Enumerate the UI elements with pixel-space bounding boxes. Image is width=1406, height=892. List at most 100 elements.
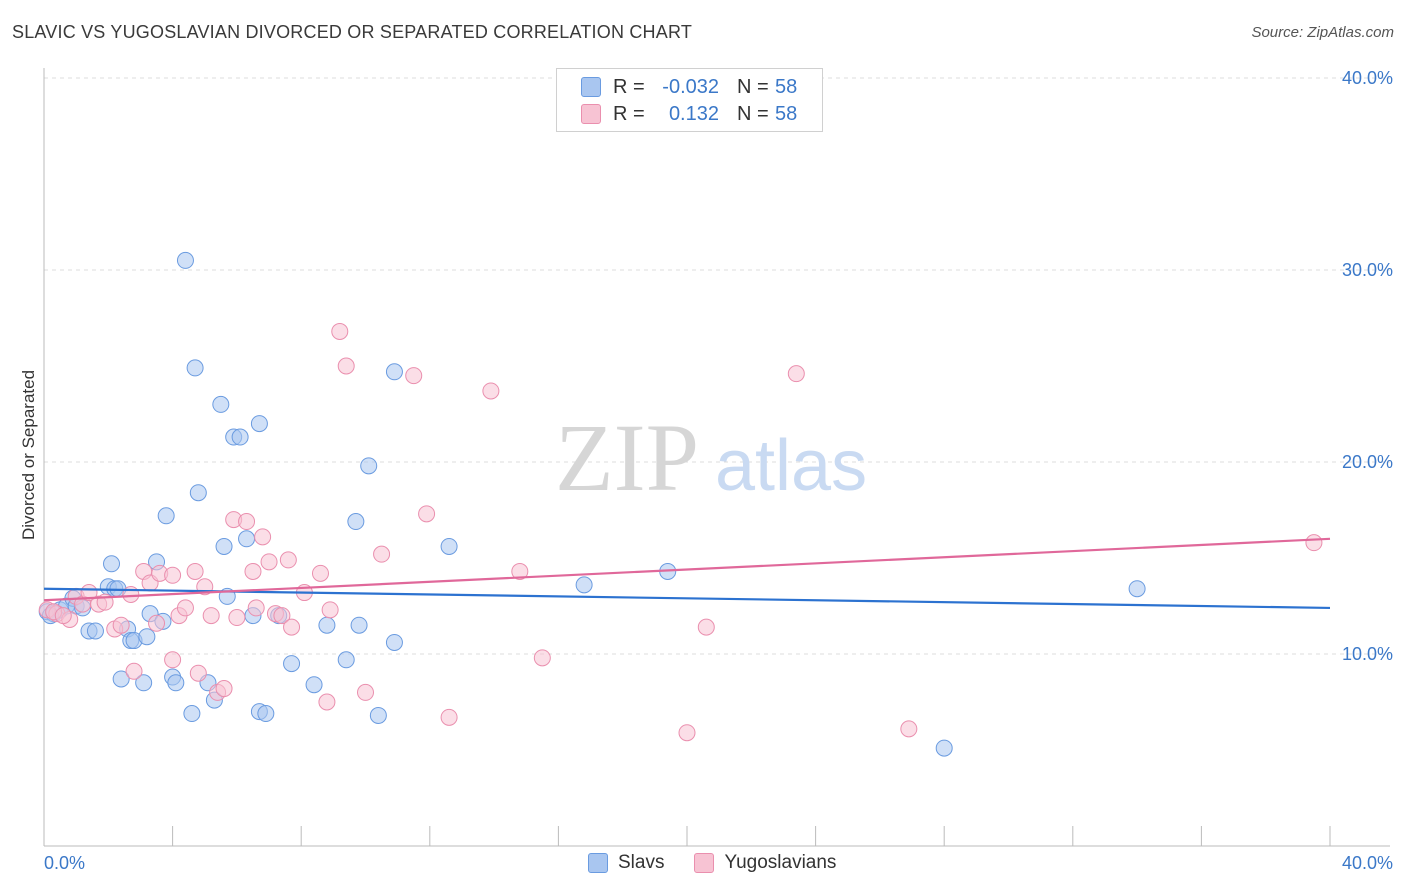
yugoslavians-point [244,562,262,580]
slavs-point [369,706,387,724]
x-tick-label: 0.0% [44,853,85,873]
yugoslavians-point [186,562,204,580]
yugoslavians-trend-line [43,537,1331,602]
yugoslavians-point [54,607,72,625]
legend-item-yugoslavians: Yugoslavians [694,852,836,874]
yugoslavians-point [125,662,143,680]
y-tick-label: 20.0% [1342,452,1393,472]
tick-labels: 10.0% 20.0% 30.0% 40.0% 0.0% 40.0% [44,68,1393,873]
slavs-point [350,616,368,634]
yugoslavians-point [260,553,278,571]
yugoslavians-point [189,664,207,682]
yugoslavians-point [405,367,423,385]
slavs-point [385,363,403,381]
r-value: 0.132 [668,102,719,125]
slavs-point [167,674,185,692]
yugoslavians-point [1305,534,1323,552]
yugoslavians-point [112,616,130,634]
slavs-trend-line [43,587,1331,610]
slavs-point [135,674,153,692]
correlation-legend: R = -0.032 N = 58 R = 0.132 N = 58 [556,68,823,132]
yugoslavians-point [357,683,374,701]
yugoslavians-point [279,551,297,569]
slavs-point [347,513,365,531]
yugoslavians-point [311,564,329,582]
slavs-point [250,415,268,433]
n-label: N = [737,102,769,125]
yugoslavians-point [787,365,805,383]
yugoslavians-point [164,566,182,584]
series-legend: Slavs Yugoslavians [588,852,866,874]
y-tick-label: 30.0% [1342,260,1393,280]
yugoslavians-point [321,601,339,619]
yugoslavians-point [215,680,233,698]
yugoslavians-point [283,618,301,636]
y-axis-title: Divorced or Separated [19,370,38,540]
legend-row-slavs: R = -0.032 N = 58 [581,74,797,100]
legend-item-slavs: Slavs [588,852,664,874]
slavs-point [183,705,201,723]
r-label: R = [613,102,645,125]
data-points [38,251,1323,757]
yugoslavians-point [337,357,355,375]
y-tick-label: 40.0% [1342,68,1393,88]
slavs-point [212,395,230,413]
slavs-point [337,651,355,669]
slavs-point [575,576,593,594]
yugoslavians-point [318,693,336,711]
y-tick-label: 10.0% [1342,644,1393,664]
yugoslavians-point [900,720,918,738]
yugoslavians-point [533,649,551,667]
yugoslavians-point [678,724,696,742]
yugoslavians-point [440,708,458,726]
r-label: R = [613,75,645,98]
chart-title: SLAVIC VS YUGOSLAVIAN DIVORCED OR SEPARA… [12,22,693,42]
slavs-point [138,628,156,646]
yugoslavians-point [373,545,391,563]
slavs-point [257,705,275,723]
yugoslavians-point [697,618,715,636]
slavs-swatch [581,77,601,97]
yugoslavians-point [254,528,272,546]
yugoslavians-point [418,505,436,523]
slavs-point [176,251,194,269]
slavs-point [112,670,130,688]
slavs-point [238,530,256,548]
yugoslavians-legend-swatch [694,853,715,873]
watermark-atlas: atlas [715,426,867,506]
slavs-point [360,457,378,475]
slavs-point [1128,580,1146,598]
n-value: 58 [775,102,798,125]
yugoslavians-swatch [581,104,601,124]
yugoslavians-legend-label: Yugoslavians [724,852,837,873]
yugoslavians-point [176,599,194,617]
yugoslavians-point [511,562,529,580]
yugoslavians-point [164,651,182,669]
r-value: -0.032 [662,75,719,98]
yugoslavians-point [273,607,291,625]
x-tick-label: 40.0% [1342,853,1393,873]
axes [43,68,1390,847]
slavs-point [103,555,121,573]
yugoslavians-point [228,609,246,627]
slavs-point [318,616,336,634]
slavs-point [385,633,403,651]
yugoslavians-point [202,607,220,625]
slavs-point [189,484,207,502]
yugoslavians-point [247,599,265,617]
yugoslavians-point [331,322,349,340]
slavs-point [215,537,233,555]
slavs-point [157,507,175,525]
slavs-point [231,428,249,446]
legend-row-yugoslavians: R = 0.132 N = 58 [581,101,797,127]
slavs-legend-swatch [588,853,608,873]
slavs-point [440,537,458,555]
slavs-point [86,622,104,640]
n-label: N = [737,75,769,98]
slavs-point [305,676,323,694]
source-label: Source: ZipAtlas.com [1251,24,1394,41]
slavs-point [186,359,204,377]
n-value: 58 [775,75,798,98]
yugoslavians-point [238,513,256,531]
